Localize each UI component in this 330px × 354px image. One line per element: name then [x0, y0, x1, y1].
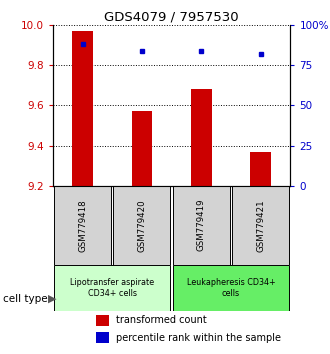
Bar	[232, 186, 289, 264]
Text: transformed count: transformed count	[116, 315, 207, 325]
Bar	[131, 112, 152, 186]
Bar	[54, 264, 170, 311]
Text: GSM779418: GSM779418	[78, 199, 87, 252]
Title: GDS4079 / 7957530: GDS4079 / 7957530	[104, 11, 239, 24]
Bar	[96, 332, 109, 343]
Text: GSM779421: GSM779421	[256, 199, 265, 252]
Bar	[191, 89, 212, 186]
Bar	[54, 186, 111, 264]
Text: cell type: cell type	[3, 294, 48, 304]
Bar	[114, 186, 170, 264]
Text: Leukapheresis CD34+
cells: Leukapheresis CD34+ cells	[187, 278, 275, 298]
Text: percentile rank within the sample: percentile rank within the sample	[116, 333, 281, 343]
Text: Lipotransfer aspirate
CD34+ cells: Lipotransfer aspirate CD34+ cells	[70, 278, 154, 298]
Text: ▶: ▶	[48, 294, 56, 304]
Bar	[72, 31, 93, 186]
Bar	[250, 152, 271, 186]
Text: GSM779420: GSM779420	[137, 199, 147, 252]
Bar	[173, 186, 230, 264]
Bar	[173, 264, 289, 311]
Text: GSM779419: GSM779419	[197, 199, 206, 251]
Bar	[96, 315, 109, 326]
